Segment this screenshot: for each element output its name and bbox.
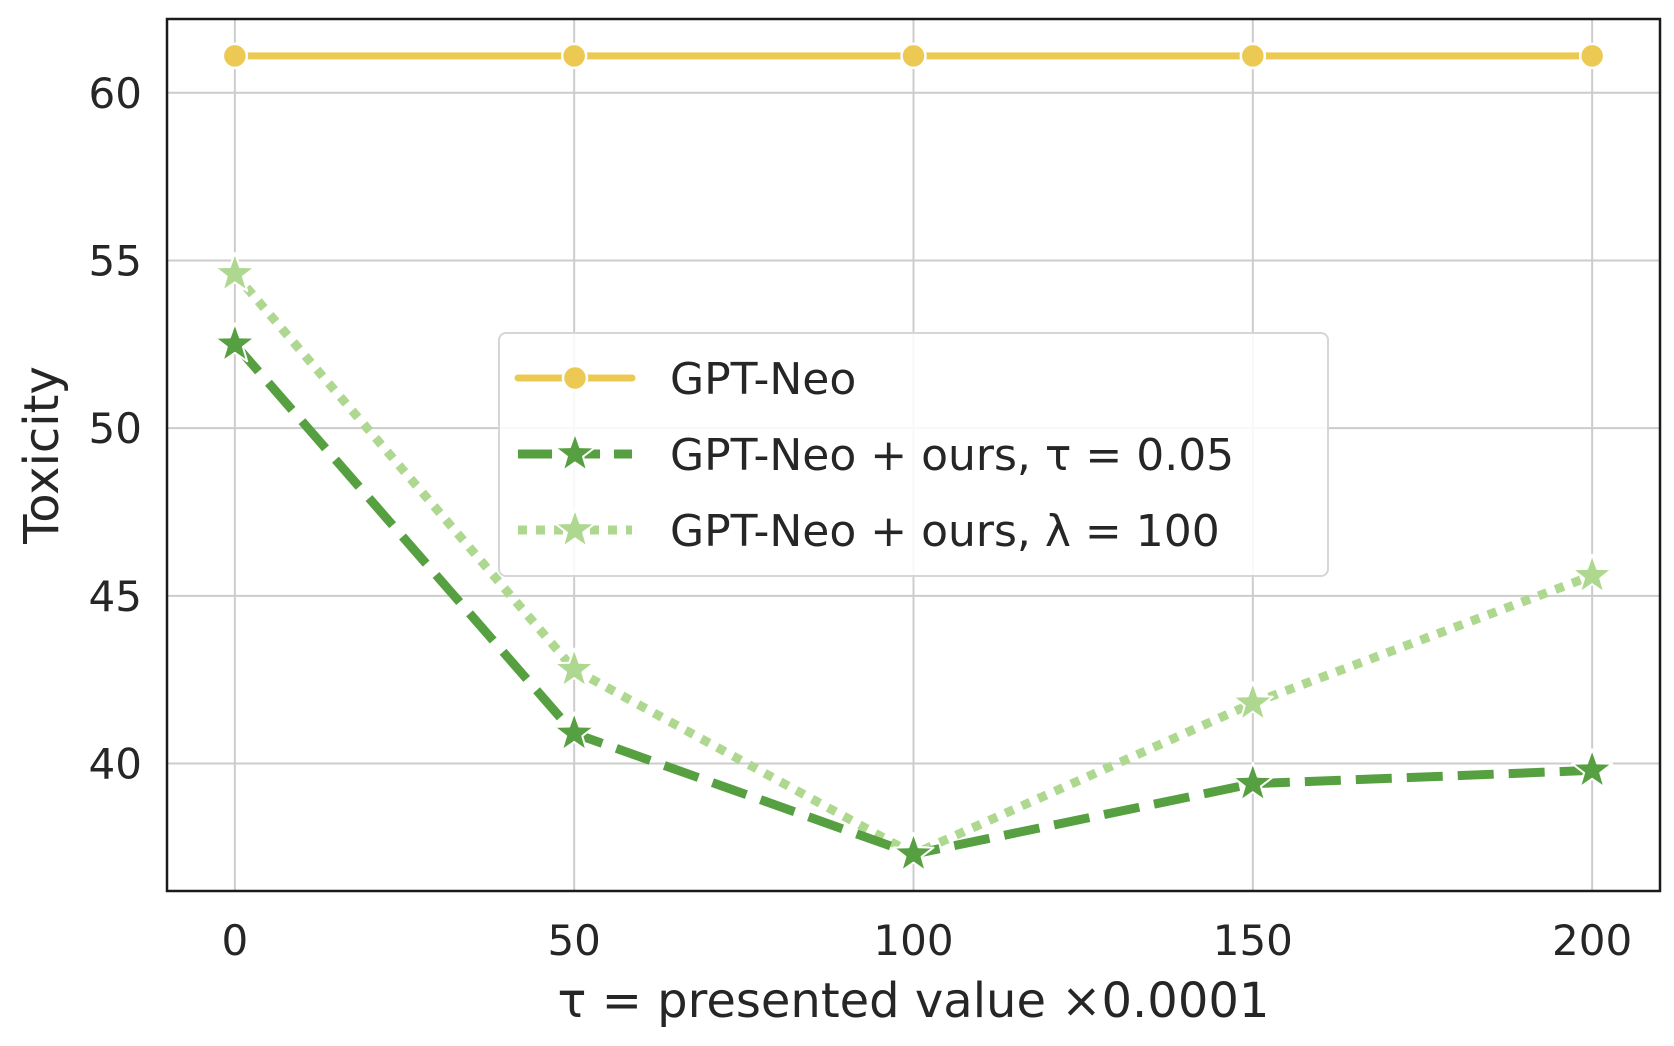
- data-point: [553, 647, 596, 688]
- legend-entry: GPT-Neo + ours, τ = 0.05: [518, 430, 1234, 481]
- x-tick-label: 150: [1213, 916, 1293, 965]
- data-point: [213, 322, 256, 363]
- x-tick-label: 200: [1552, 916, 1632, 965]
- data-point: [1231, 761, 1274, 802]
- x-tick-label: 50: [547, 916, 600, 965]
- x-tick-label: 0: [221, 916, 248, 965]
- legend-frame: [498, 332, 1329, 577]
- y-tick-label: 50: [89, 404, 142, 453]
- data-point: [892, 832, 935, 873]
- x-axis-label: τ = presented value ×0.0001: [558, 973, 1270, 1029]
- y-axis-label: Toxicity: [14, 366, 70, 545]
- y-tick-label: 40: [89, 740, 142, 789]
- plot-frame: [165, 17, 1662, 893]
- data-point: [1239, 42, 1267, 70]
- legend-label: GPT-Neo + ours, τ = 0.05: [670, 430, 1234, 481]
- legend-label: GPT-Neo: [670, 354, 856, 405]
- series-1: [213, 322, 1614, 873]
- legend-label: GPT-Neo + ours, λ = 100: [670, 506, 1220, 557]
- data-point: [554, 432, 596, 472]
- y-tick-label: 60: [89, 69, 142, 118]
- tick-labels: 0 50 100 150 200 40 45 50 55 60: [89, 69, 1633, 965]
- data-point: [1571, 748, 1614, 789]
- data-point: [900, 42, 927, 70]
- y-tick-label: 55: [89, 236, 142, 285]
- data-point: [554, 508, 596, 548]
- data-point: [560, 42, 588, 70]
- y-tick-label: 45: [89, 572, 142, 621]
- legend-entry: GPT-Neo: [514, 354, 856, 405]
- series-layer: [213, 42, 1614, 873]
- legend: GPT-Neo GPT-Neo + ours, τ = 0.05 GPT-Neo +…: [498, 332, 1329, 577]
- series-0: [221, 42, 1606, 70]
- data-point: [1231, 681, 1274, 722]
- legend-entry: GPT-Neo + ours, λ = 100: [518, 506, 1220, 557]
- data-point: [561, 364, 589, 392]
- data-point: [213, 251, 256, 292]
- x-tick-label: 100: [873, 916, 953, 965]
- data-point: [553, 711, 596, 752]
- data-point: [1578, 42, 1606, 70]
- data-point: [1571, 553, 1614, 594]
- data-point: [221, 42, 249, 70]
